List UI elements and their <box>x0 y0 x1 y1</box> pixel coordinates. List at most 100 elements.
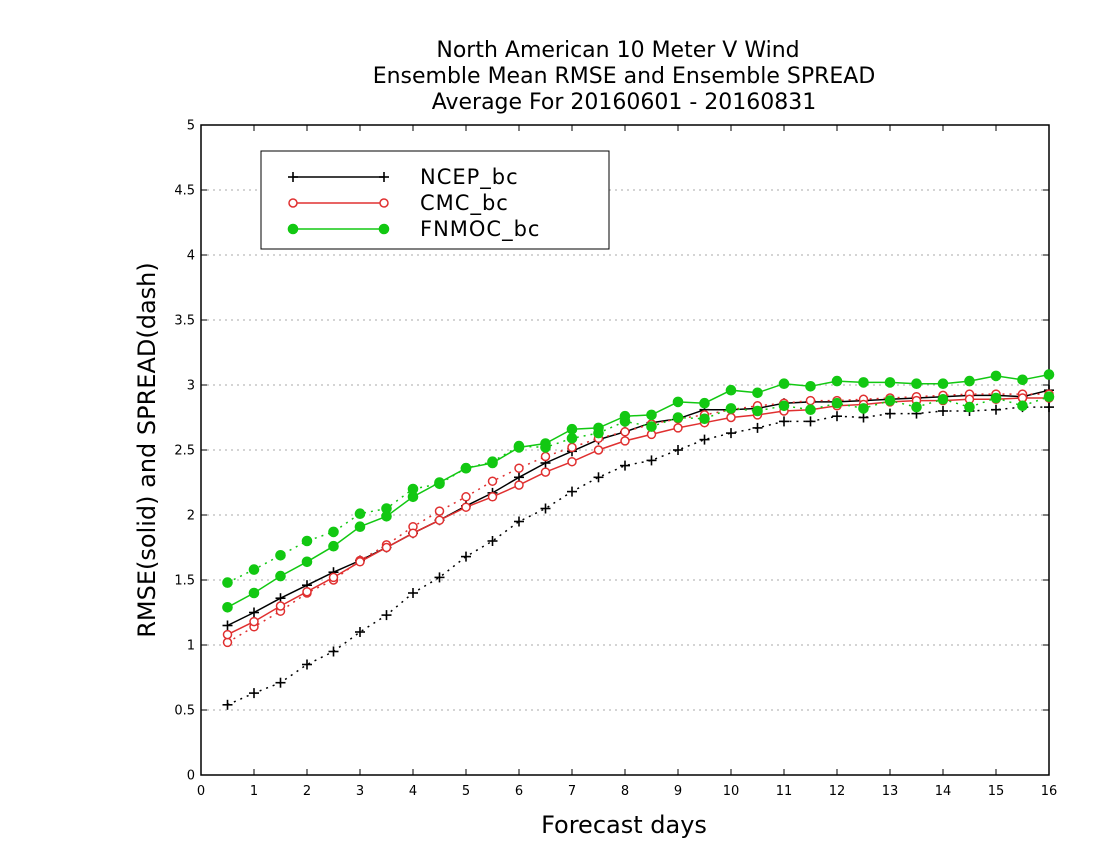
cmc-bc-spread-point <box>222 637 233 648</box>
fnmoc-bc-rmse-point <box>619 410 631 422</box>
fnmoc-bc-spread-point <box>566 433 578 444</box>
cmc-bc-spread-line <box>227 393 1049 644</box>
fnmoc-bc-spread-point <box>222 577 233 588</box>
x-tick-label-3: 3 <box>356 784 364 799</box>
fnmoc-bc-spread-point <box>752 405 763 417</box>
cmc-bc-rmse-point <box>567 456 577 467</box>
fnmoc-bc-spread-point <box>937 394 949 405</box>
ncep-bc-spread-line <box>227 406 1049 706</box>
x-axis: 0 1 2 3 4 5 6 7 8 9 10 11 12 13 14 15 16 <box>197 125 1057 799</box>
fnmoc-bc-rmse-point <box>725 384 737 396</box>
fnmoc-bc-rmse-point <box>407 491 419 503</box>
fnmoc-bc-rmse-point <box>487 457 498 469</box>
chart-title: North American 10 Meter V Wind Ensemble … <box>373 38 876 115</box>
ncep-bc-spread-point <box>461 551 471 562</box>
fnmoc-bc-spread-point <box>275 550 286 561</box>
ncep-bc-spread-point <box>646 455 657 466</box>
series-ncep-bc <box>222 385 1054 710</box>
cmc-bc-spread-point <box>434 506 445 516</box>
y-tick-label-9: 4.5 <box>174 184 195 199</box>
fnmoc-bc-rmse-point <box>937 378 949 390</box>
ncep-bc-spread-point <box>487 536 498 546</box>
y-tick-label-0: 0 <box>187 769 195 784</box>
fnmoc-bc-rmse-point <box>964 375 975 387</box>
fnmoc-bc-rmse-point <box>1043 369 1055 380</box>
ncep-bc-spread-point <box>408 588 418 598</box>
fnmoc-bc-spread-point <box>990 392 1002 404</box>
fnmoc-bc-rmse-point <box>593 422 604 434</box>
fnmoc-bc-rmse-point <box>805 381 816 392</box>
x-tick-label-5: 5 <box>462 784 470 799</box>
ncep-bc-spread-point <box>328 646 339 657</box>
ncep-bc-spread-point <box>302 659 312 670</box>
fnmoc-bc-spread-point <box>964 401 975 413</box>
fnmoc-bc-rmse-point <box>884 377 896 388</box>
fnmoc-bc-rmse-point <box>699 397 710 409</box>
fnmoc-bc-rmse-point <box>672 396 684 408</box>
fnmoc-bc-spread-point <box>805 404 816 416</box>
cmc-bc-rmse-point <box>355 557 365 567</box>
ncep-bc-spread-point <box>249 688 259 699</box>
series-fnmoc-bc <box>222 369 1055 613</box>
fnmoc-bc-rmse-point <box>460 462 472 474</box>
x-tick-label-16: 16 <box>1041 784 1058 799</box>
x-tick-label-2: 2 <box>303 784 311 799</box>
ncep-bc-spread-point <box>779 416 789 427</box>
fnmoc-bc-rmse-point <box>831 375 843 387</box>
y-tick-label-4: 2 <box>187 509 195 524</box>
legend-box <box>260 150 610 250</box>
ncep-bc-spread-point <box>540 503 551 514</box>
ncep-bc-spread-point <box>991 404 1001 415</box>
cmc-bc-spread-point <box>567 442 577 453</box>
legend-item-fnmoc-bc: FNMOC_bc <box>287 217 540 242</box>
legend-label-fnmoc-bc: FNMOC_bc <box>420 217 540 242</box>
series-layer <box>222 369 1055 710</box>
fnmoc-bc-spread-point <box>884 395 896 406</box>
fnmoc-bc-spread-point <box>328 526 339 538</box>
x-tick-label-15: 15 <box>988 784 1005 799</box>
fnmoc-bc-spread-point <box>858 403 869 414</box>
y-tick-label-3: 1.5 <box>174 574 195 589</box>
fnmoc-bc-spread-point <box>672 412 684 423</box>
ncep-bc-spread-point <box>381 610 392 621</box>
legend-marker-cmc-bc <box>288 198 298 208</box>
cmc-bc-rmse-point <box>593 445 604 455</box>
cmc-bc-rmse-point <box>726 412 736 423</box>
fnmoc-bc-rmse-point <box>778 378 790 390</box>
x-tick-label-10: 10 <box>723 784 740 799</box>
x-tick-label-7: 7 <box>568 784 576 799</box>
ncep-bc-spread-point <box>885 408 895 419</box>
y-tick-label-2: 1 <box>187 639 195 654</box>
cmc-bc-rmse-point <box>540 467 551 477</box>
x-tick-label-0: 0 <box>197 784 205 799</box>
fnmoc-bc-spread-point <box>354 508 366 520</box>
fnmoc-bc-spread-point <box>646 421 657 432</box>
fnmoc-bc-rmse-point <box>646 409 657 421</box>
ncep-bc-spread-point <box>726 428 736 439</box>
fnmoc-bc-spread-point <box>301 535 313 547</box>
ncep-bc-rmse-line <box>227 389 1050 627</box>
fnmoc-bc-spread-point <box>1043 391 1055 403</box>
fnmoc-bc-rmse-point <box>222 602 233 613</box>
fnmoc-bc-spread-point <box>248 564 260 575</box>
y-tick-label-10: 5 <box>187 119 195 134</box>
y-tick-label-6: 3 <box>187 379 195 394</box>
cmc-bc-spread-point <box>487 476 498 486</box>
ncep-bc-spread-point <box>514 516 524 527</box>
cmc-bc-rmse-point <box>620 436 630 446</box>
cmc-bc-rmse-point <box>514 480 524 490</box>
cmc-bc-rmse-point <box>328 572 339 583</box>
title-line-3: Average For 20160601 - 20160831 <box>432 90 817 115</box>
fnmoc-bc-rmse-point <box>858 377 869 388</box>
ncep-bc-spread-point <box>1044 402 1054 413</box>
series-cmc-bc <box>222 389 1054 648</box>
fnmoc-bc-spread-point <box>831 397 843 409</box>
y-tick-label-7: 3.5 <box>174 314 195 329</box>
fnmoc-bc-rmse-point <box>540 438 551 449</box>
cmc-bc-spread-point <box>514 463 524 473</box>
fnmoc-bc-rmse-point <box>911 378 922 390</box>
legend-marker-ncep-bc <box>288 172 298 182</box>
cmc-bc-spread-point <box>540 451 551 462</box>
title-line-2: Ensemble Mean RMSE and Ensemble SPREAD <box>373 64 876 89</box>
